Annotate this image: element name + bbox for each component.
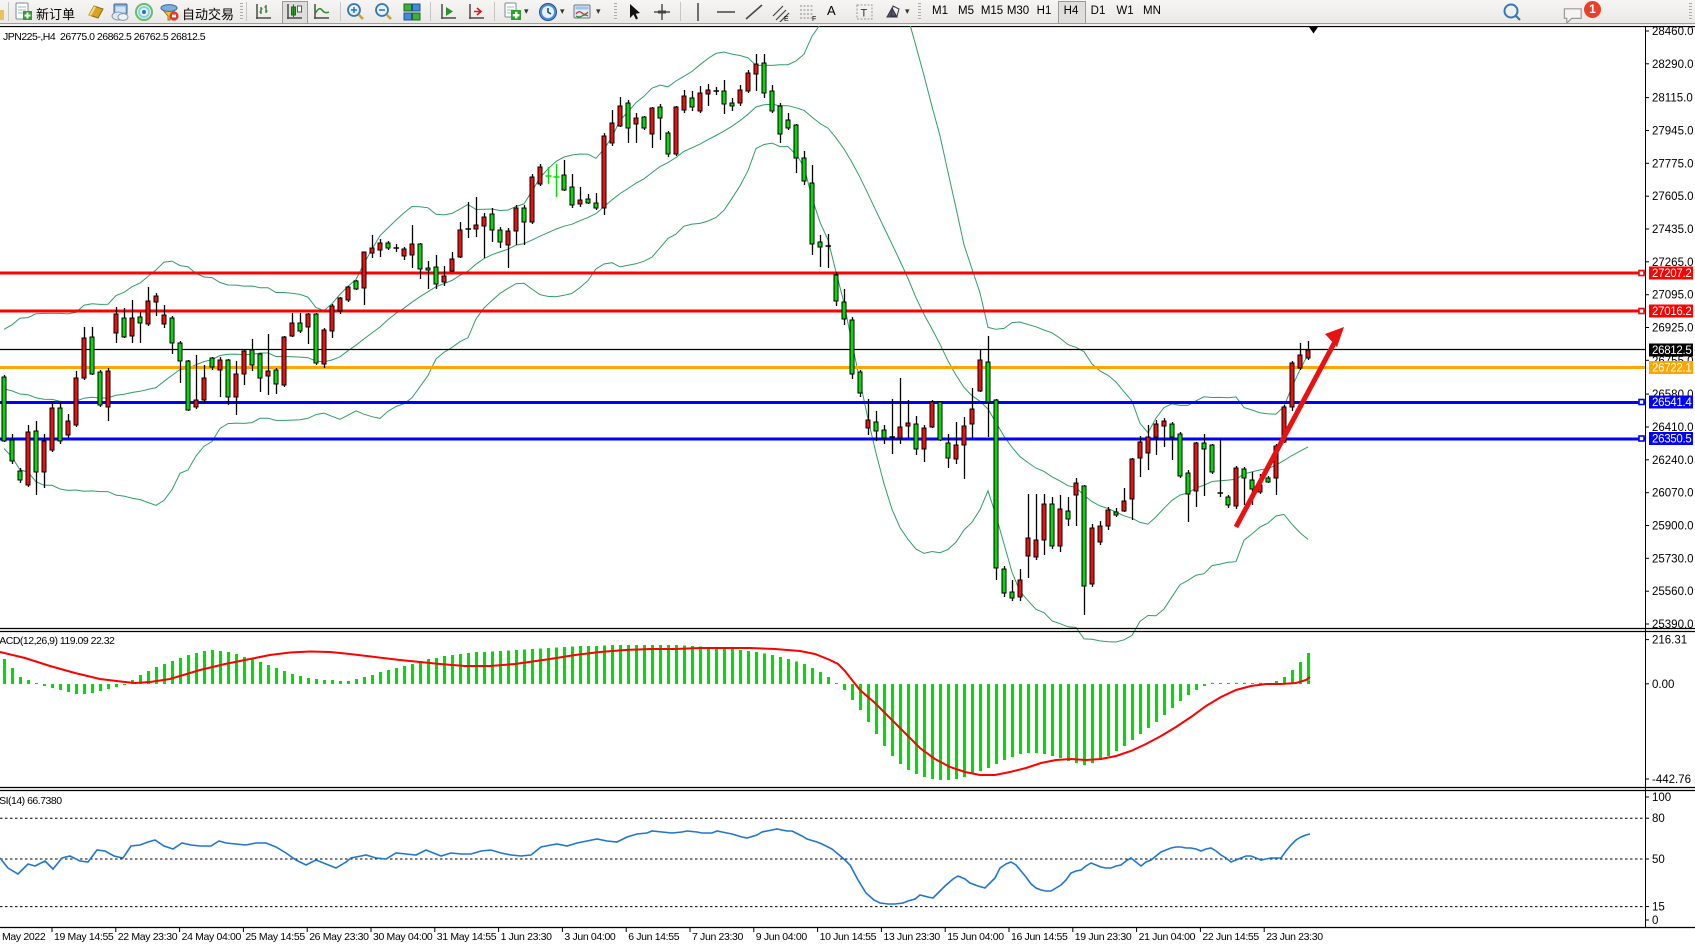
svg-text:27207.2: 27207.2	[1652, 268, 1691, 280]
svg-text:27265.0: 27265.0	[1652, 257, 1694, 269]
svg-text:26070.0: 26070.0	[1652, 488, 1694, 500]
svg-text:26410.0: 26410.0	[1652, 422, 1694, 434]
svg-text:E: E	[784, 16, 789, 22]
svg-text:10 Jun 14:55: 10 Jun 14:55	[820, 931, 877, 943]
svg-text:25560.0: 25560.0	[1652, 586, 1694, 598]
svg-text:26722.1: 26722.1	[1652, 363, 1691, 375]
svg-text:1 Jun 23:30: 1 Jun 23:30	[501, 931, 553, 943]
svg-text:28290.0: 28290.0	[1652, 59, 1694, 71]
svg-text:26350.5: 26350.5	[1652, 434, 1691, 446]
svg-text:T: T	[861, 8, 868, 20]
svg-text:15 Jun 04:00: 15 Jun 04:00	[947, 931, 1004, 943]
svg-text:216.31: 216.31	[1652, 635, 1687, 647]
svg-text:31 May 14:55: 31 May 14:55	[437, 931, 497, 943]
svg-text:28115.0: 28115.0	[1652, 93, 1693, 105]
svg-text:22 Jun 14:55: 22 Jun 14:55	[1202, 931, 1259, 943]
svg-text:50: 50	[1652, 854, 1665, 866]
svg-text:26812.5: 26812.5	[1652, 345, 1691, 357]
svg-text:100: 100	[1652, 792, 1671, 804]
svg-text:26541.4: 26541.4	[1652, 397, 1692, 409]
svg-text:25 May 14:55: 25 May 14:55	[245, 931, 305, 943]
svg-text:0: 0	[1652, 915, 1658, 927]
svg-text:-442.76: -442.76	[1652, 774, 1691, 786]
svg-text:27016.2: 27016.2	[1652, 306, 1691, 318]
svg-text:MACD(12,26,9) 119.09 22.32: MACD(12,26,9) 119.09 22.32	[0, 635, 115, 647]
svg-text:9 Jun 04:00: 9 Jun 04:00	[756, 931, 808, 943]
svg-text:15: 15	[1652, 902, 1665, 914]
svg-text:F: F	[812, 16, 816, 22]
svg-text:19 May 14:55: 19 May 14:55	[54, 931, 114, 943]
svg-text:25390.0: 25390.0	[1652, 619, 1694, 631]
svg-text:26 May 23:30: 26 May 23:30	[309, 931, 369, 943]
svg-text:22 May 23:30: 22 May 23:30	[118, 931, 178, 943]
svg-text:27435.0: 27435.0	[1652, 224, 1694, 236]
svg-text:0.00: 0.00	[1652, 679, 1674, 691]
svg-text:19 Jun 23:30: 19 Jun 23:30	[1075, 931, 1132, 943]
svg-text:27605.0: 27605.0	[1652, 191, 1694, 203]
svg-text:24 May 04:00: 24 May 04:00	[182, 931, 242, 943]
svg-text:JPN225-,H4 26775.0 26862.5 26: JPN225-,H4 26775.0 26862.5 26762.5 26812…	[3, 31, 206, 43]
svg-text:26925.0: 26925.0	[1652, 323, 1694, 335]
svg-text:30 May 04:00: 30 May 04:00	[373, 931, 433, 943]
svg-text:6 Jun 14:55: 6 Jun 14:55	[628, 931, 680, 943]
svg-text:28460.0: 28460.0	[1652, 26, 1694, 38]
svg-text:23 Jun 23:30: 23 Jun 23:30	[1266, 931, 1323, 943]
svg-text:27945.0: 27945.0	[1652, 126, 1694, 138]
svg-text:16 Jun 14:55: 16 Jun 14:55	[1011, 931, 1068, 943]
svg-text:21 Jun 04:00: 21 Jun 04:00	[1139, 931, 1196, 943]
svg-text:RSI(14) 66.7380: RSI(14) 66.7380	[0, 795, 62, 807]
svg-text:80: 80	[1652, 813, 1665, 825]
svg-text:7 Jun 23:30: 7 Jun 23:30	[692, 931, 744, 943]
svg-text:25900.0: 25900.0	[1652, 521, 1694, 533]
svg-text:13 Jun 23:30: 13 Jun 23:30	[883, 931, 940, 943]
svg-text:27095.0: 27095.0	[1652, 290, 1694, 302]
svg-text:27775.0: 27775.0	[1652, 158, 1694, 170]
svg-text:3 Jun 04:00: 3 Jun 04:00	[564, 931, 616, 943]
svg-text:May 2022: May 2022	[2, 931, 46, 943]
svg-text:25730.0: 25730.0	[1652, 553, 1694, 565]
svg-text:26240.0: 26240.0	[1652, 455, 1694, 467]
